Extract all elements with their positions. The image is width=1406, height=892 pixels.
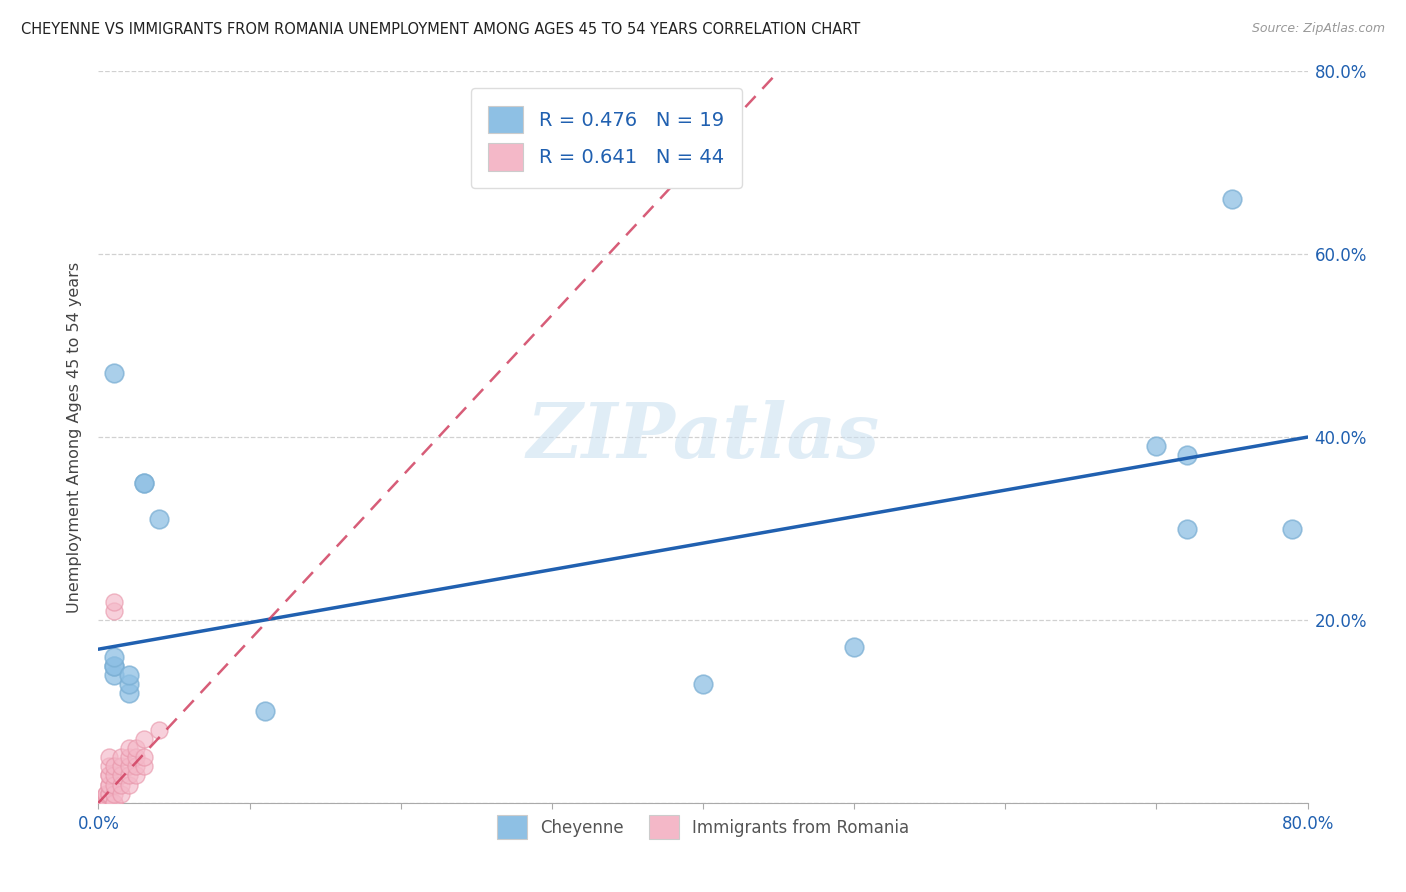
Point: [103, 604, 125, 618]
Point: [98, 787, 121, 801]
Point: [98, 768, 121, 782]
Point: [94, 796, 117, 810]
Point: [148, 512, 170, 526]
Point: [94, 796, 117, 810]
Point: [110, 778, 132, 792]
Point: [132, 475, 155, 490]
Point: [110, 750, 132, 764]
Point: [132, 759, 155, 773]
Point: [110, 759, 132, 773]
Point: [94, 787, 117, 801]
Point: [94, 796, 117, 810]
Point: [110, 787, 132, 801]
Point: [103, 796, 125, 810]
Y-axis label: Unemployment Among Ages 45 to 54 years: Unemployment Among Ages 45 to 54 years: [67, 261, 83, 613]
Point: [118, 686, 141, 700]
Text: ZIPatlas: ZIPatlas: [526, 401, 880, 474]
Point: [103, 787, 125, 801]
Point: [94, 791, 117, 805]
Point: [125, 768, 148, 782]
Point: [118, 740, 141, 755]
Point: [103, 594, 125, 608]
Point: [118, 750, 141, 764]
Point: [125, 759, 148, 773]
Point: [844, 640, 866, 655]
Point: [103, 649, 125, 664]
Point: [98, 787, 121, 801]
Point: [94, 796, 117, 810]
Point: [1144, 439, 1167, 453]
Point: [1175, 448, 1198, 462]
Point: [253, 705, 276, 719]
Point: [118, 768, 141, 782]
Point: [692, 677, 714, 691]
Point: [1220, 192, 1243, 206]
Point: [94, 796, 117, 810]
Point: [132, 750, 155, 764]
Point: [103, 658, 125, 673]
Point: [118, 759, 141, 773]
Point: [110, 768, 132, 782]
Point: [125, 750, 148, 764]
Point: [103, 759, 125, 773]
Point: [98, 759, 121, 773]
Point: [118, 677, 141, 691]
Point: [94, 787, 117, 801]
Point: [103, 366, 125, 380]
Point: [94, 796, 117, 810]
Point: [94, 791, 117, 805]
Text: CHEYENNE VS IMMIGRANTS FROM ROMANIA UNEMPLOYMENT AMONG AGES 45 TO 54 YEARS CORRE: CHEYENNE VS IMMIGRANTS FROM ROMANIA UNEM…: [21, 22, 860, 37]
Point: [98, 768, 121, 782]
Point: [132, 475, 155, 490]
Point: [103, 778, 125, 792]
Point: [103, 796, 125, 810]
Point: [132, 731, 155, 746]
Legend: Cheyenne, Immigrants from Romania: Cheyenne, Immigrants from Romania: [491, 809, 915, 846]
Point: [1175, 521, 1198, 535]
Point: [98, 778, 121, 792]
Point: [103, 658, 125, 673]
Point: [98, 750, 121, 764]
Point: [103, 667, 125, 681]
Point: [148, 723, 170, 737]
Text: Source: ZipAtlas.com: Source: ZipAtlas.com: [1251, 22, 1385, 36]
Point: [98, 778, 121, 792]
Point: [118, 778, 141, 792]
Point: [118, 667, 141, 681]
Point: [1281, 521, 1303, 535]
Point: [125, 740, 148, 755]
Point: [103, 768, 125, 782]
